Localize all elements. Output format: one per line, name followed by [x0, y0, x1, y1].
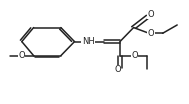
Text: NH: NH: [82, 37, 94, 46]
Text: O: O: [18, 51, 25, 60]
Text: O: O: [114, 65, 121, 74]
Text: O: O: [131, 51, 138, 60]
Text: O: O: [148, 29, 155, 38]
Text: O: O: [148, 10, 155, 19]
